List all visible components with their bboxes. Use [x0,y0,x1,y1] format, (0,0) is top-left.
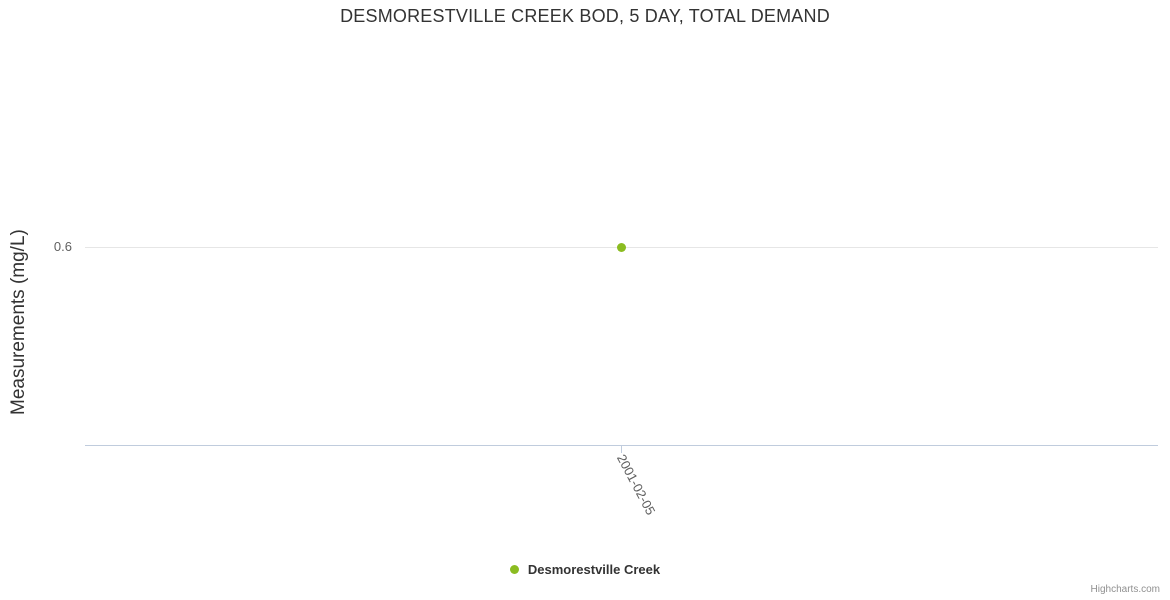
x-axis-tick-label-0: 2001-02-05 [613,451,659,518]
highcharts-credits-link[interactable]: Highcharts.com [1090,584,1160,595]
x-axis-tick-mark [621,446,622,453]
legend-marker-icon [509,565,519,574]
y-axis-tick-label-0: 0.6 [53,239,72,254]
legend-item-desmorestville-creek[interactable]: Desmorestville Creek [509,562,661,577]
legend: Desmorestville Creek [0,562,1170,577]
chart-title: DESMORESTVILLE CREEK BOD, 5 DAY, TOTAL D… [340,6,830,26]
x-axis-line [85,445,1158,446]
legend-item-label: Desmorestville Creek [527,562,661,577]
data-point-marker[interactable] [617,243,626,252]
